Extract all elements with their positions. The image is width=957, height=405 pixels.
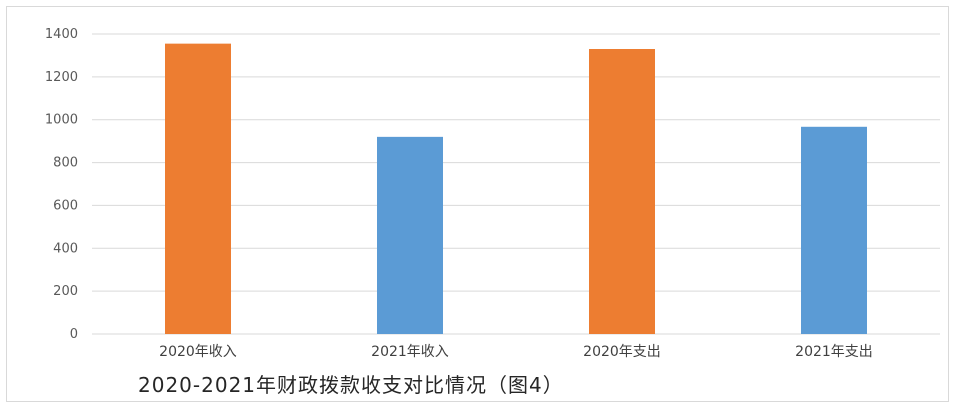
x-tick-label: 2020年收入 (159, 344, 237, 360)
y-tick-label: 1000 (45, 113, 78, 128)
y-tick-label: 800 (53, 156, 78, 171)
x-tick-label: 2021年收入 (371, 344, 449, 360)
x-axis-ticks: 2020年收入 2021年收入 2020年支出 2021年支出 (159, 344, 873, 360)
y-tick-label: 200 (53, 284, 78, 299)
y-axis-ticks: 0 200 400 600 800 1000 1200 1400 (45, 27, 78, 342)
bar (165, 43, 231, 335)
x-tick-label: 2020年支出 (583, 344, 661, 360)
bar (589, 49, 655, 334)
y-tick-label: 1200 (45, 70, 78, 85)
bars (165, 43, 867, 335)
y-tick-label: 0 (70, 327, 78, 342)
x-tick-label: 2021年支出 (795, 344, 873, 360)
chart-frame (6, 6, 949, 402)
gridlines (92, 33, 940, 335)
y-tick-label: 400 (53, 241, 78, 256)
y-tick-label: 1400 (45, 27, 78, 42)
bar (377, 136, 443, 334)
y-tick-label: 600 (53, 198, 78, 213)
chart-caption: 2020-2021年财政拨款收支对比情况（图4） (138, 373, 564, 397)
bar (801, 126, 867, 335)
